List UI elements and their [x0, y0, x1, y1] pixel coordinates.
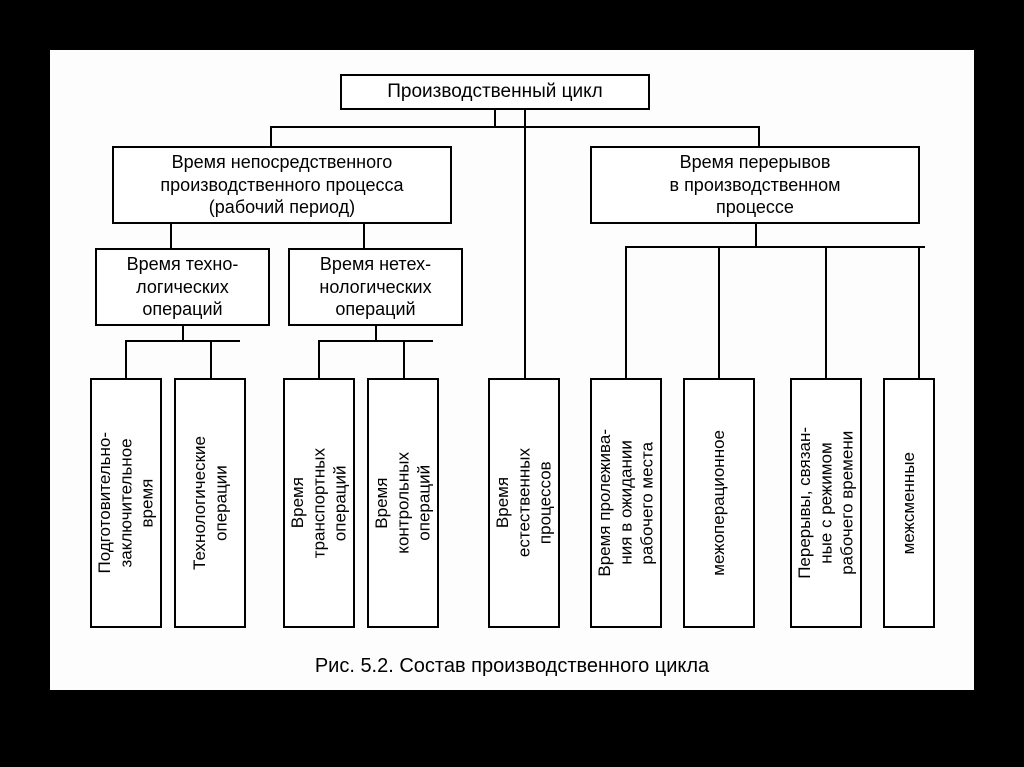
leaf-transport-time: Время транспортных операций — [283, 378, 355, 628]
leaf-label: Время контрольных операций — [371, 452, 435, 554]
leaf-label: Подготовительно- заключительное время — [94, 432, 158, 573]
connector — [718, 246, 720, 378]
connector — [825, 246, 827, 378]
leaf-control-time: Время контрольных операций — [367, 378, 439, 628]
leaf-prep-final-time: Подготовительно- заключительное время — [90, 378, 162, 628]
connector — [170, 222, 395, 224]
connector — [363, 222, 365, 248]
leaf-intershift: межсменные — [883, 378, 935, 628]
leaf-label: межоперационное — [708, 430, 729, 576]
connector — [625, 246, 925, 248]
connector — [170, 222, 172, 248]
connector — [625, 246, 627, 378]
node-direct-process-time: Время непосредственного производственног… — [112, 146, 452, 224]
connector — [125, 340, 240, 342]
diagram-page: Производственный цикл Время непосредстве… — [50, 50, 974, 690]
leaf-label: межсменные — [898, 452, 919, 554]
connector — [918, 246, 920, 378]
node-tech-op-time: Время техно- логических операций — [95, 248, 270, 326]
leaf-label: Время транспортных операций — [287, 448, 351, 558]
connector — [270, 126, 272, 146]
leaf-tech-operations: Технологические операции — [174, 378, 246, 628]
connector — [755, 224, 757, 248]
leaf-waiting-time: Время пролежива- ния в ожидании рабочего… — [590, 378, 662, 628]
leaf-label: Время пролежива- ния в ожидании рабочего… — [594, 429, 658, 577]
node-root: Производственный цикл — [340, 74, 650, 110]
figure-caption: Рис. 5.2. Состав производственного цикла — [50, 655, 974, 678]
connector — [403, 340, 405, 378]
leaf-label: Перерывы, связан- ные с режимом рабочего… — [794, 427, 858, 579]
connector — [318, 340, 433, 342]
leaf-label: Технологические операции — [189, 436, 232, 570]
node-nontech-op-time: Время нетех- нологических операций — [288, 248, 463, 326]
leaf-natural-process-time: Время естественных процессов — [488, 378, 560, 628]
leaf-schedule-breaks: Перерывы, связан- ные с режимом рабочего… — [790, 378, 862, 628]
connector — [210, 340, 212, 378]
leaf-interoperation: межоперационное — [683, 378, 755, 628]
connector — [524, 110, 526, 378]
connector — [270, 126, 760, 128]
node-break-time: Время перерывов в производственном проце… — [590, 146, 920, 224]
connector — [758, 126, 760, 146]
connector — [125, 340, 127, 378]
leaf-label: Время естественных процессов — [492, 448, 556, 557]
connector — [318, 340, 320, 378]
